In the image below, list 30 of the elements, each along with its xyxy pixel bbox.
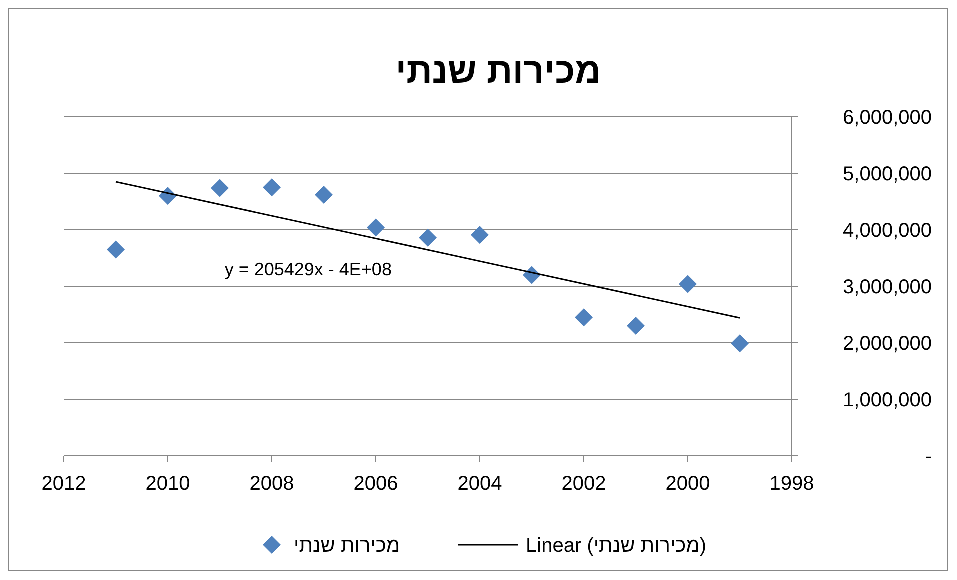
point xyxy=(107,240,125,259)
point xyxy=(263,178,281,197)
y-tick-label: - xyxy=(925,446,932,468)
x-tick-label: 2012 xyxy=(42,473,86,495)
x-tick-label: 1998 xyxy=(770,473,814,495)
chart-title: מכירות שנתי xyxy=(396,50,602,91)
point xyxy=(627,317,645,336)
x-tick-label: 2002 xyxy=(562,473,606,495)
point xyxy=(575,308,593,327)
point xyxy=(419,228,437,247)
y-tick-label: 1,000,000 xyxy=(843,390,932,412)
point xyxy=(315,186,333,204)
x-tick-label: 2006 xyxy=(354,473,398,495)
y-tick-label: 6,000,000 xyxy=(843,107,932,129)
x-tick-label: 2000 xyxy=(666,473,710,495)
y-tick-label: 3,000,000 xyxy=(843,276,932,298)
legend-label: Linear (מכירות שנתי) xyxy=(526,535,707,557)
y-tick-label: 4,000,000 xyxy=(843,220,932,242)
legend-label: מכירות שנתי xyxy=(294,535,400,557)
y-tick-label: 2,000,000 xyxy=(843,333,932,355)
y-tick-label: 5,000,000 xyxy=(843,164,932,186)
point xyxy=(679,275,697,294)
point xyxy=(367,218,385,237)
point xyxy=(211,179,229,198)
x-tick-label: 2010 xyxy=(146,473,190,495)
point xyxy=(731,334,749,353)
annotation: y = 205429x - 4E+08 xyxy=(224,260,392,280)
x-tick-label: 2008 xyxy=(250,473,294,495)
point xyxy=(471,226,489,244)
x-tick-label: 2004 xyxy=(458,473,502,495)
